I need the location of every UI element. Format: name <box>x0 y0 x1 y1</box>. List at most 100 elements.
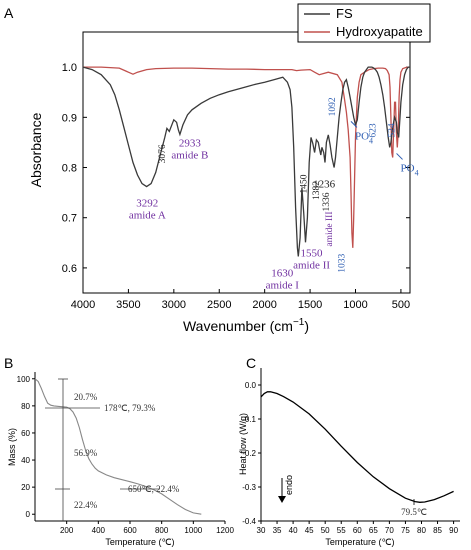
chart-a-x-tick-label: 3500 <box>116 299 140 311</box>
chart-c-peak-marker: 79.5℃ <box>401 499 427 517</box>
chart-a-plot-area <box>82 31 411 294</box>
chart-a-y-ticks: 0.6 0.7 0.8 0.9 1.0 <box>62 62 410 275</box>
chart-c-x-tick-label: 45 <box>305 526 314 535</box>
chart-a-annotation: 1382 <box>312 181 322 200</box>
chart-a-legend-box <box>297 3 431 43</box>
chart-a-x-tick-label: 3000 <box>162 299 186 311</box>
chart-c-y-axis-label: Heat flow (W/g) <box>238 413 248 475</box>
chart-a-x-axis-label-main: Wavenumber (cm <box>183 318 293 334</box>
chart-b-x-tick-label: 800 <box>155 526 169 535</box>
chart-b-annot-20-7: 20.7% <box>74 392 98 402</box>
chart-b-x-tick-label: 200 <box>60 526 74 535</box>
chart-c-x-tick-label: 70 <box>385 526 394 535</box>
chart-a-annotation-po4-main: PO <box>355 130 369 142</box>
chart-a-annotation: 524 <box>388 123 398 137</box>
chart-a-annotation: 3292 <box>136 198 158 210</box>
chart-a-x-ticks: 4000 3500 3000 2500 2000 1500 1000 500 <box>71 289 410 311</box>
chart-a-x-tick-label: 2500 <box>207 299 231 311</box>
chart-a-y-tick-label: 1.0 <box>62 62 77 74</box>
chart-a-annotation-po4-sub: 4 <box>415 168 419 177</box>
chart-c-x-tick-label: 40 <box>289 526 298 535</box>
chart-a-x-axis-label: Wavenumber (cm−1) <box>183 317 309 334</box>
chart-c-x-tick-label: 80 <box>417 526 426 535</box>
chart-a-annotation-po4-sub: 4 <box>369 136 373 145</box>
chart-c-x-tick-label: 60 <box>353 526 362 535</box>
chart-b-x-axis-label: Temperature (℃) <box>105 537 174 547</box>
chart-c-y-tick-label: -0.1 <box>242 415 256 424</box>
chart-a-annotation: 3076 <box>158 144 168 163</box>
chart-c-series <box>260 391 454 503</box>
chart-a-annotation-po4-main: PO <box>401 162 415 174</box>
chart-a-annotation: 623 <box>369 123 379 137</box>
chart-a-y-tick-label: 0.8 <box>62 163 77 175</box>
chart-c-x-tick-label: 55 <box>337 526 346 535</box>
chart-b-y-tick-label: 60 <box>21 429 30 438</box>
chart-a-legend-label-ha: Hydroxyapatite <box>336 24 423 39</box>
chart-a-annotation: 1033 <box>338 254 348 273</box>
chart-a-annotation: 1092 <box>328 97 338 116</box>
chart-b-y-tick-label: 80 <box>21 402 30 411</box>
chart-c-x-tick-label: 85 <box>433 526 442 535</box>
chart-a-series-fs <box>82 66 410 257</box>
chart-a-x-tick-label: 1500 <box>298 299 322 311</box>
chart-b-annot-178: 178℃, 79.3% <box>104 403 156 413</box>
chart-a-legend-label-fs: FS <box>336 6 353 21</box>
chart-c-y-ticks: 0.0 -0.1 -0.2 -0.3 -0.4 <box>242 381 261 526</box>
chart-b-annot-650: 650℃, 22.4% <box>128 484 180 494</box>
chart-a-annotation: 1450 <box>300 174 310 193</box>
chart-a-y-tick-label: 0.9 <box>62 112 77 124</box>
chart-c-x-tick-label: 90 <box>449 526 458 535</box>
chart-a-series <box>82 66 410 257</box>
chart-a: 0.6 0.7 0.8 0.9 1.0 4000 3500 3000 2500 2000 1500… <box>28 3 431 334</box>
panel-letter-c: C <box>246 355 256 371</box>
chart-c-endo-marker: endo <box>278 475 294 503</box>
chart-b-x-tick-label: 400 <box>92 526 106 535</box>
chart-c-y-tick-label: -0.4 <box>242 517 256 526</box>
chart-c-endo-label: endo <box>284 475 294 495</box>
chart-a-annotation: 1630 <box>271 267 294 279</box>
chart-b-x-tick-label: 1200 <box>216 526 234 535</box>
chart-a-y-axis-label: Absorbance <box>28 112 44 187</box>
chart-c-series-heat-flow <box>260 391 454 503</box>
chart-b-y-axis-label: Mass (%) <box>7 428 17 466</box>
chart-b-y-ticks: 0 20 40 60 80 100 <box>17 375 35 519</box>
chart-c-x-tick-label: 30 <box>257 526 266 535</box>
chart-a-annotation: 1550 <box>301 247 324 259</box>
chart-c-x-axis-label: Temperature (℃) <box>325 537 394 547</box>
chart-a-annotation-po4: PO4 <box>355 130 373 145</box>
chart-b-x-ticks: 200 400 600 800 1000 1200 <box>60 521 234 535</box>
chart-a-legend: FS Hydroxyapatite <box>297 3 431 43</box>
chart-b-series <box>34 378 202 515</box>
chart-c-x-tick-label: 65 <box>369 526 378 535</box>
chart-a-annotation: 1236 <box>313 179 336 191</box>
chart-a-annotation: 2933 <box>179 137 202 149</box>
chart-a-annotation: amide III <box>325 212 335 247</box>
chart-b-series-mass <box>34 378 202 515</box>
chart-a-series-hydroxyapatite <box>83 66 410 248</box>
panel-letter-b: B <box>4 355 13 371</box>
chart-a-annotation: amide A <box>129 210 166 222</box>
chart-c-x-tick-label: 50 <box>321 526 330 535</box>
chart-b-y-tick-label: 40 <box>21 456 30 465</box>
panel-letter-a: A <box>4 5 14 21</box>
chart-a-annotation: amide B <box>171 149 208 161</box>
chart-b-y-tick-label: 0 <box>26 510 31 519</box>
chart-a-annotation: amide I <box>266 279 300 291</box>
arrow-down-head-icon <box>278 496 286 503</box>
chart-a-annotation: amide II <box>293 259 330 271</box>
chart-a-x-tick-label: 500 <box>392 299 410 311</box>
chart-b-x-tick-label: 1000 <box>184 526 202 535</box>
chart-a-x-axis-label-close: ) <box>304 318 309 334</box>
chart-b-annot-56-9: 56.9% <box>74 448 98 458</box>
chart-c-y-tick-label: -0.2 <box>242 449 256 458</box>
chart-b-x-tick-label: 600 <box>123 526 137 535</box>
chart-a-x-tick-label: 1000 <box>343 299 367 311</box>
chart-b-annot-22-4: 22.4% <box>74 500 98 510</box>
chart-b-y-tick-label: 20 <box>21 483 30 492</box>
arrow-icon <box>396 153 403 160</box>
chart-a-x-tick-label: 4000 <box>71 299 95 311</box>
chart-b-y-tick-label: 100 <box>17 375 31 384</box>
